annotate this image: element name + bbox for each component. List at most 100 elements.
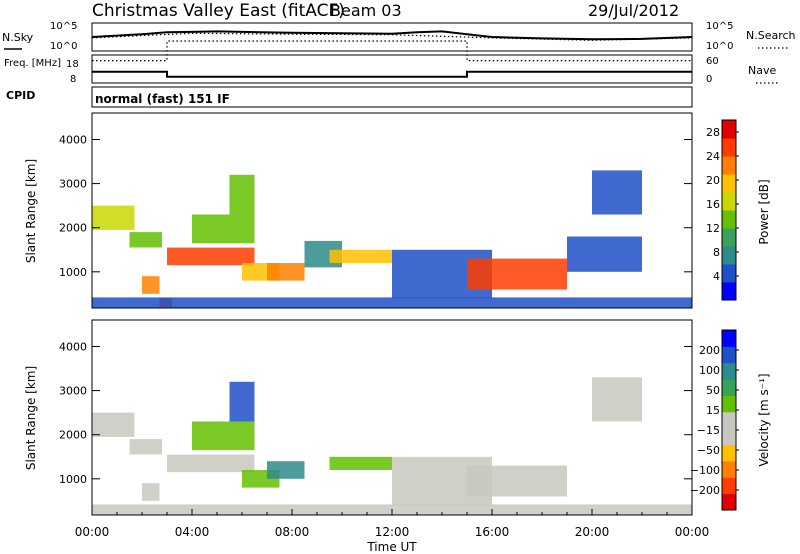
freq-left-label: Freq. [MHz] [4,58,61,69]
power-region-14 [592,170,642,215]
velocity-colorbar-swatch-2 [722,460,736,478]
velocity-region-4 [192,421,255,451]
velocity-region-11 [592,377,642,422]
velocity-region-2 [142,483,160,501]
velocity-colorbar-swatch-6 [722,395,736,413]
velocity-colorbar-tick-label-4: −15 [697,424,720,437]
nave-label: Nave [748,64,776,77]
velocity-region-3 [167,454,255,473]
frequency-panel-frame [91,54,693,84]
power-ylabel: Slant Range [km] [24,159,38,263]
power-region-12 [467,258,567,290]
freq-left-tick-top: 18 [66,59,79,70]
velocity-colorbar-swatch-5 [722,411,736,429]
velocity-ytick-label-3: 4000 [59,340,87,353]
power-colorbar-tick-label-5: 24 [706,150,720,163]
frequency-series-layer [92,40,692,84]
velocity-colorbar-frame [721,329,737,511]
power-region-5 [192,214,255,244]
power-colorbar-swatch-9 [722,120,736,139]
date-label: 29/Jul/2012 [588,1,679,20]
power-colorbar-label: Power [dB] [757,179,771,244]
power-colorbar: 4 8 12 16 20 24 28 [706,119,739,301]
power-region-6 [229,174,255,215]
velocity-y-axis: 1000 2000 3000 4000 [59,340,692,486]
noise-series-layer [91,22,693,52]
velocity-region-5 [229,381,255,422]
power-region-13 [567,236,642,272]
noise-left-tick-top: 10^5 [50,21,77,32]
power-colorbar-swatch-6 [722,174,736,193]
power-colorbar-tick-label-4: 20 [706,174,720,187]
velocity-colorbar-tick-label-0: 200 [699,344,720,357]
freq-series-1 [92,40,692,62]
velocity-colorbar-swatch-1 [722,477,736,495]
xtick-label-5: 20:00 [575,525,610,539]
freq-right-tick-bottom: 0 [706,74,712,85]
noise-right-tick-bottom: 10^0 [706,41,733,52]
power-colorbar-swatch-5 [722,192,736,211]
power-region-0 [92,205,135,230]
power-colorbar-swatch-2 [722,246,736,265]
power-panel: 1000 2000 3000 4000 Slant Range [km] [24,112,693,309]
power-region-8 [267,263,305,281]
velocity-region-7 [267,461,305,479]
power-ytick-label-0: 1000 [59,266,87,279]
power-colorbar-swatch-1 [722,264,736,283]
power-ytick-label-3: 4000 [59,133,87,146]
power-region-15 [92,297,692,308]
power-colorbar-tick-label-3: 16 [706,198,720,211]
freq-right-tick-top: 60 [706,56,719,67]
plot-title: Christmas Valley East (fitACF) [92,1,345,21]
power-colorbar-frame [721,119,737,301]
velocity-ylabel: Slant Range [km] [24,366,38,470]
cpid-text: normal (fast) 151 IF [95,92,230,106]
velocity-colorbar-swatch-0 [722,493,736,511]
noise-panel: N.Sky 10^5 10^0 10^5 10^0 N.Search [2,21,796,52]
velocity-colorbar-tick-label-5: −50 [697,444,720,457]
velocity-colorbar-swatch-7 [722,379,736,396]
freq-left-tick-bottom: 8 [70,74,76,85]
noise-right-tick-top: 10^5 [706,21,733,32]
velocity-colorbar-tick-label-6: −100 [690,464,720,477]
velocity-ytick-label-2: 3000 [59,385,87,398]
velocity-ytick-label-0: 1000 [59,473,87,486]
xtick-label-6: 00:00 [675,525,710,539]
velocity-colorbar-tick-label-3: 15 [706,404,720,417]
velocity-region-1 [129,439,162,455]
velocity-ytick-label-1: 2000 [59,429,87,442]
power-region-2 [142,276,160,294]
power-region-1 [129,232,162,248]
power-ytick-label-2: 3000 [59,178,87,191]
time-x-axis: 00:00 04:00 08:00 12:00 16:00 20:00 00:00 [75,509,710,539]
velocity-region-0 [92,412,135,437]
velocity-colorbar-tick-label-7: −200 [690,484,720,497]
velocity-colorbar-swatch-3 [722,444,736,462]
velocity-region-10 [467,465,567,497]
velocity-colorbar-swatch-4 [722,428,736,446]
power-colorbar-swatch-8 [722,138,736,157]
noise-right-label: N.Search [746,29,796,42]
power-colorbar-swatch-4 [722,210,736,229]
cpid-label: CPID [6,89,35,102]
velocity-xlabel: Time UT [366,540,417,554]
power-y-axis: 1000 2000 3000 4000 [59,133,692,279]
noise-series-0 [91,30,693,41]
noise-left-label: N.Sky [2,31,34,44]
frequency-panel: Freq. [MHz] 18 8 60 0 Nave [4,40,778,85]
power-region-4 [167,247,255,266]
freq-series-0 [92,70,692,78]
velocity-region-8 [329,456,392,470]
velocity-colorbar-tick-label-2: 50 [706,384,720,397]
velocity-colorbar-swatch-8 [722,362,736,380]
xtick-label-0: 00:00 [75,525,110,539]
power-region-10 [329,249,392,263]
power-colorbar-tick-label-0: 4 [713,270,720,283]
power-panel-frame [91,112,693,309]
power-colorbar-tick-label-2: 12 [706,222,720,235]
power-colorbar-swatch-3 [722,228,736,247]
noise-panel-frame [91,22,693,52]
xtick-label-4: 16:00 [475,525,510,539]
velocity-panel: 1000 2000 3000 4000 00:00 04:00 08:00 12:00 16:… [24,319,710,554]
velocity-colorbar-swatch-9 [722,346,736,364]
